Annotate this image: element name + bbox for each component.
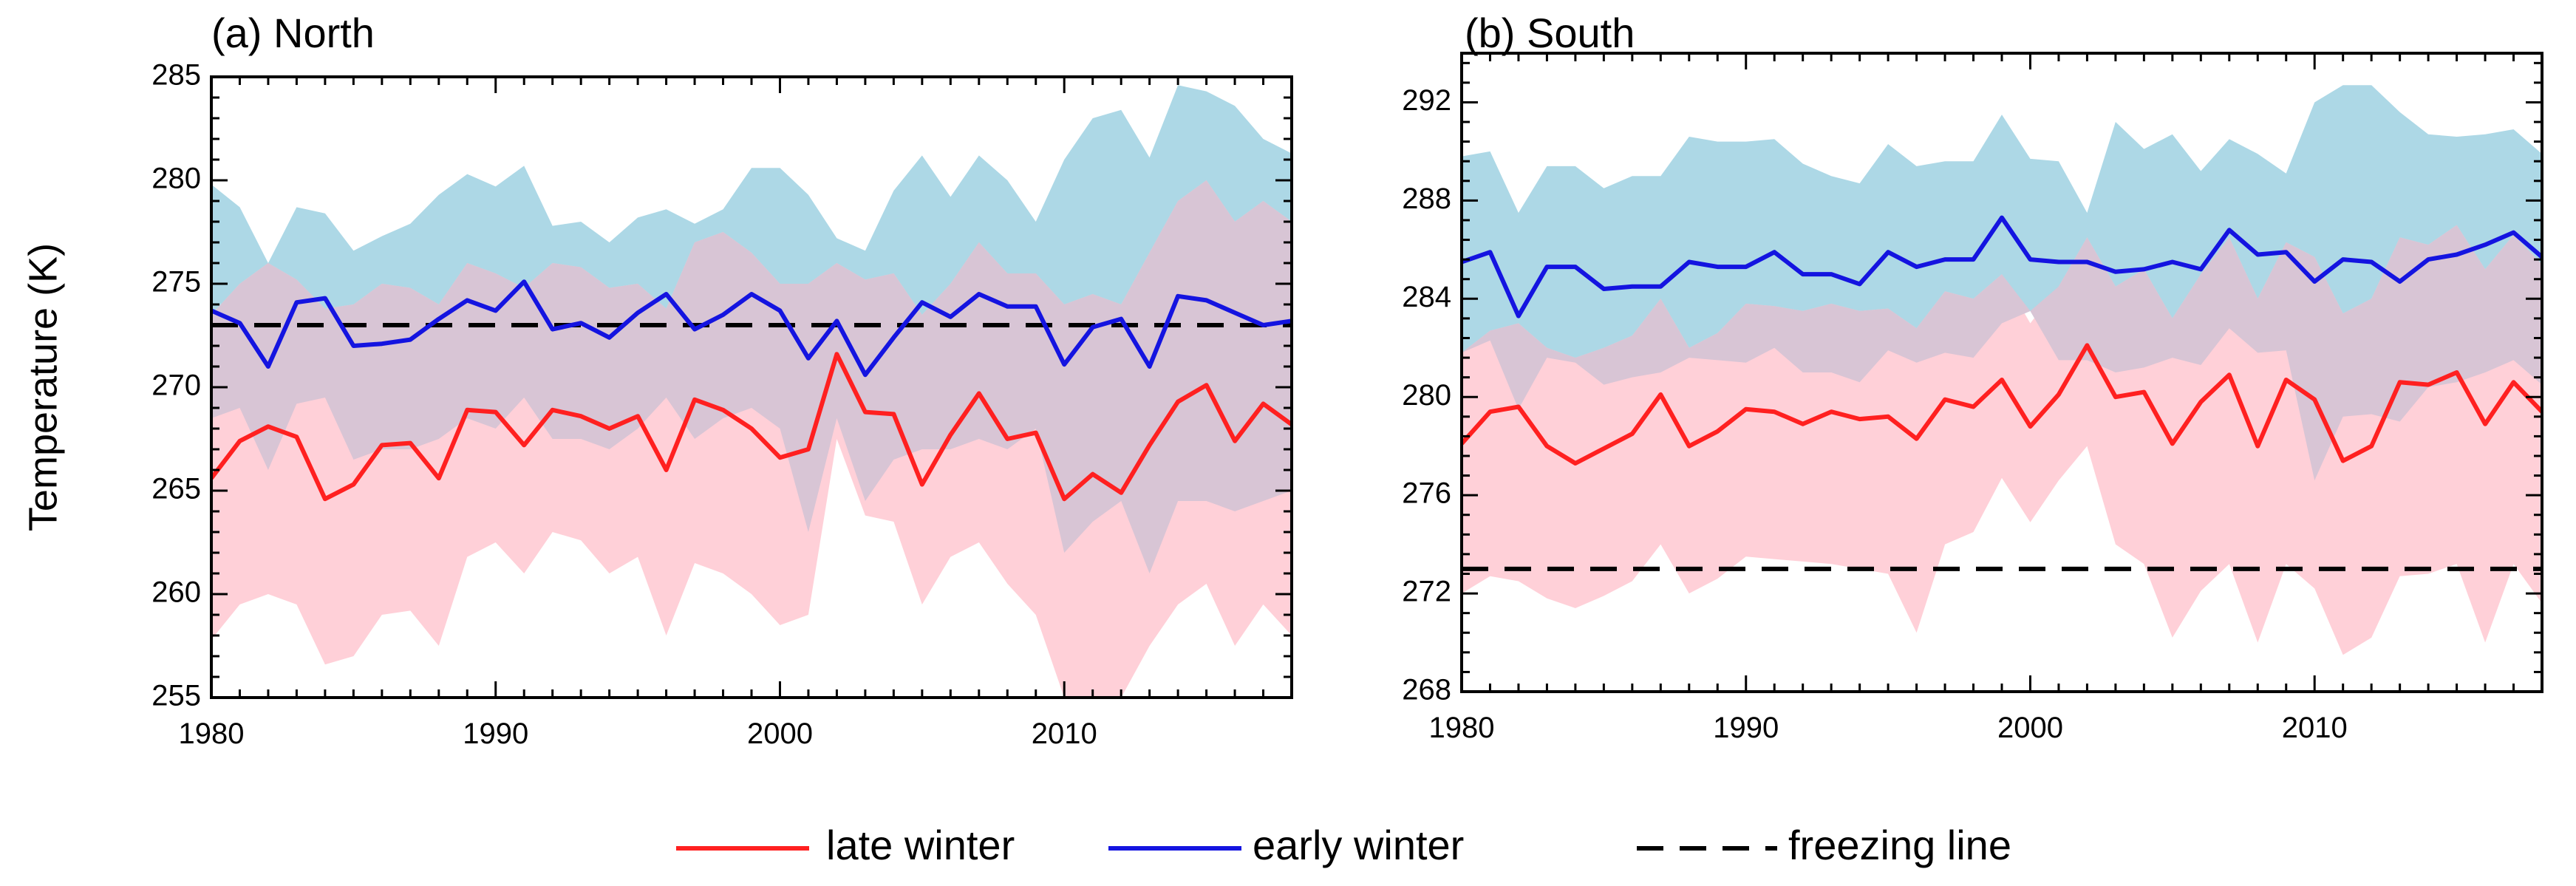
south-x-tick-label: 1980	[1429, 712, 1495, 744]
north-y-tick-label: 285	[151, 59, 201, 92]
north-y-tick-label: 255	[151, 680, 201, 712]
south-y-tick-label: 284	[1402, 281, 1451, 313]
panel-north: (a) North 1980 1990 2000 2010 255 260 265 270 27…	[151, 10, 1293, 750]
north-late-winter-line	[211, 352, 1292, 502]
south-late-winter-line	[1462, 343, 2542, 466]
panel-north-title: (a) North	[211, 10, 375, 56]
south-y-tick-label: 280	[1402, 379, 1451, 412]
north-x-tick-label: 2010	[1032, 718, 1097, 750]
south-y-tick-label: 276	[1402, 477, 1451, 510]
legend-early-winter-label: early winter	[1253, 822, 1464, 868]
south-early-winter-line	[1462, 215, 2542, 318]
panel-south: (b) South 1980 1990 2000 2010 268 272 276 280 28…	[1402, 10, 2543, 744]
legend-late-winter-label: late winter	[826, 822, 1015, 868]
south-x-tick-label: 2010	[2282, 712, 2348, 744]
north-y-tick-label: 280	[151, 163, 201, 195]
north-x-tick-label: 2000	[747, 718, 813, 750]
south-y-tick-label: 272	[1402, 576, 1451, 608]
north-y-tick-label: 275	[151, 266, 201, 299]
south-band-overlap	[1462, 225, 2542, 481]
legend: late winter early winter freezing line	[676, 822, 2011, 868]
north-early-winter-line	[211, 279, 1292, 378]
south-x-tick-label: 2000	[1997, 712, 2063, 744]
north-x-tick-label: 1990	[463, 718, 528, 750]
south-y-tick-label: 288	[1402, 183, 1451, 215]
north-y-tick-label: 270	[151, 369, 201, 402]
south-y-tick-label: 292	[1402, 84, 1451, 117]
north-band-overlap	[211, 180, 1292, 573]
panel-south-title: (b) South	[1465, 10, 1635, 56]
north-y-tick-label: 260	[151, 576, 201, 609]
y-axis-label: Temperature (K)	[21, 243, 65, 531]
legend-freezing-line-label: freezing line	[1788, 822, 2011, 868]
south-y-tick-label: 268	[1402, 674, 1451, 706]
north-y-tick-label: 265	[151, 473, 201, 505]
panel-south-frame	[1460, 52, 2543, 693]
south-x-tick-label: 1990	[1713, 712, 1779, 744]
north-x-tick-label: 1980	[179, 718, 245, 750]
panel-north-frame	[210, 75, 1293, 699]
